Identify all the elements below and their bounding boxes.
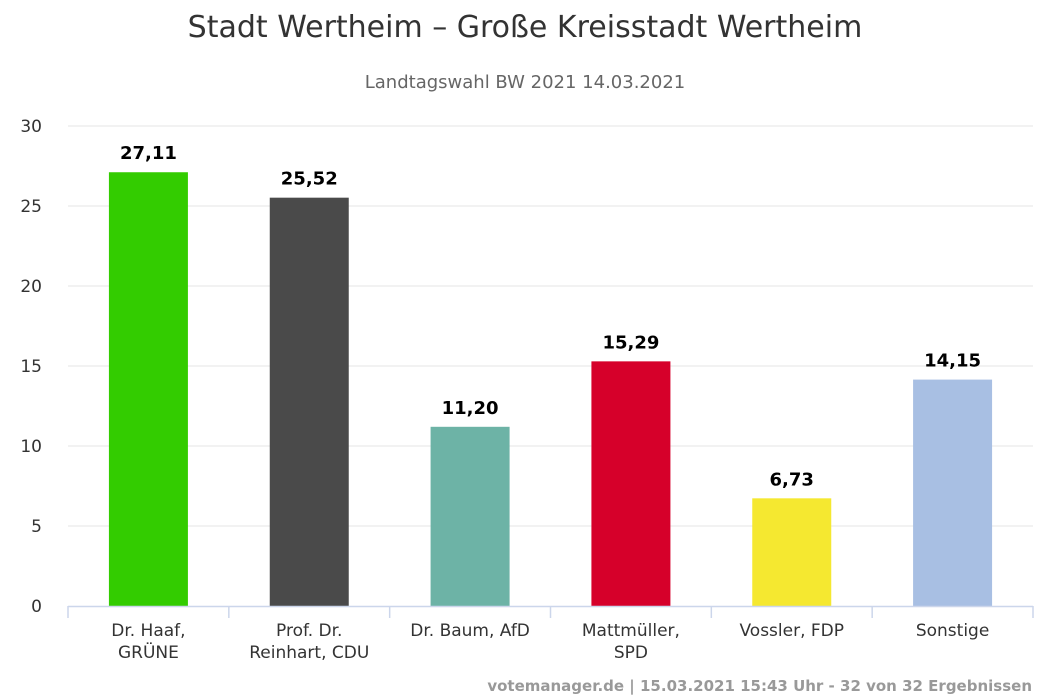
x-tick-label: Mattmüller, SPD [581, 621, 680, 663]
x-tick-label: Sonstige [915, 621, 990, 641]
data-label: 25,52 [281, 169, 338, 190]
data-label: 6,73 [770, 469, 814, 490]
bar [108, 172, 188, 607]
data-label: 15,29 [602, 332, 659, 353]
bar [430, 426, 510, 606]
credits[interactable]: votemanager.de | 15.03.2021 15:43 Uhr - … [487, 677, 1032, 695]
x-tick-label: Prof. Dr. Reinhart, CDU [249, 621, 370, 663]
bar [913, 379, 993, 606]
grid-lines [68, 125, 1033, 527]
chart-subtitle: Landtagswahl BW 2021 14.03.2021 [364, 72, 686, 93]
y-axis: 0 5 10 15 20 25 30 [20, 117, 42, 617]
data-label: 11,20 [442, 398, 499, 419]
y-tick-label: 5 [31, 517, 42, 537]
x-axis [67, 605, 1034, 618]
bar [269, 197, 349, 606]
data-label: 27,11 [120, 143, 177, 164]
y-tick-label: 30 [20, 117, 42, 137]
data-label: 14,15 [924, 351, 981, 372]
bar [752, 498, 832, 606]
y-tick-label: 20 [20, 277, 42, 297]
y-tick-label: 15 [20, 357, 42, 377]
x-tick-label: Vossler, FDP [739, 621, 845, 641]
x-tick-label: Dr. Haaf, GRÜNE [111, 621, 186, 663]
y-tick-label: 10 [20, 437, 42, 457]
chart-title: Stadt Wertheim – Große Kreisstadt Werthe… [187, 10, 863, 45]
y-tick-label: 0 [31, 597, 42, 617]
bars: 27,11 25,52 11,20 15,29 6,73 14,15 [108, 143, 993, 607]
x-tick-label: Dr. Baum, AfD [410, 621, 530, 641]
bar [591, 361, 671, 606]
y-tick-label: 25 [20, 197, 42, 217]
